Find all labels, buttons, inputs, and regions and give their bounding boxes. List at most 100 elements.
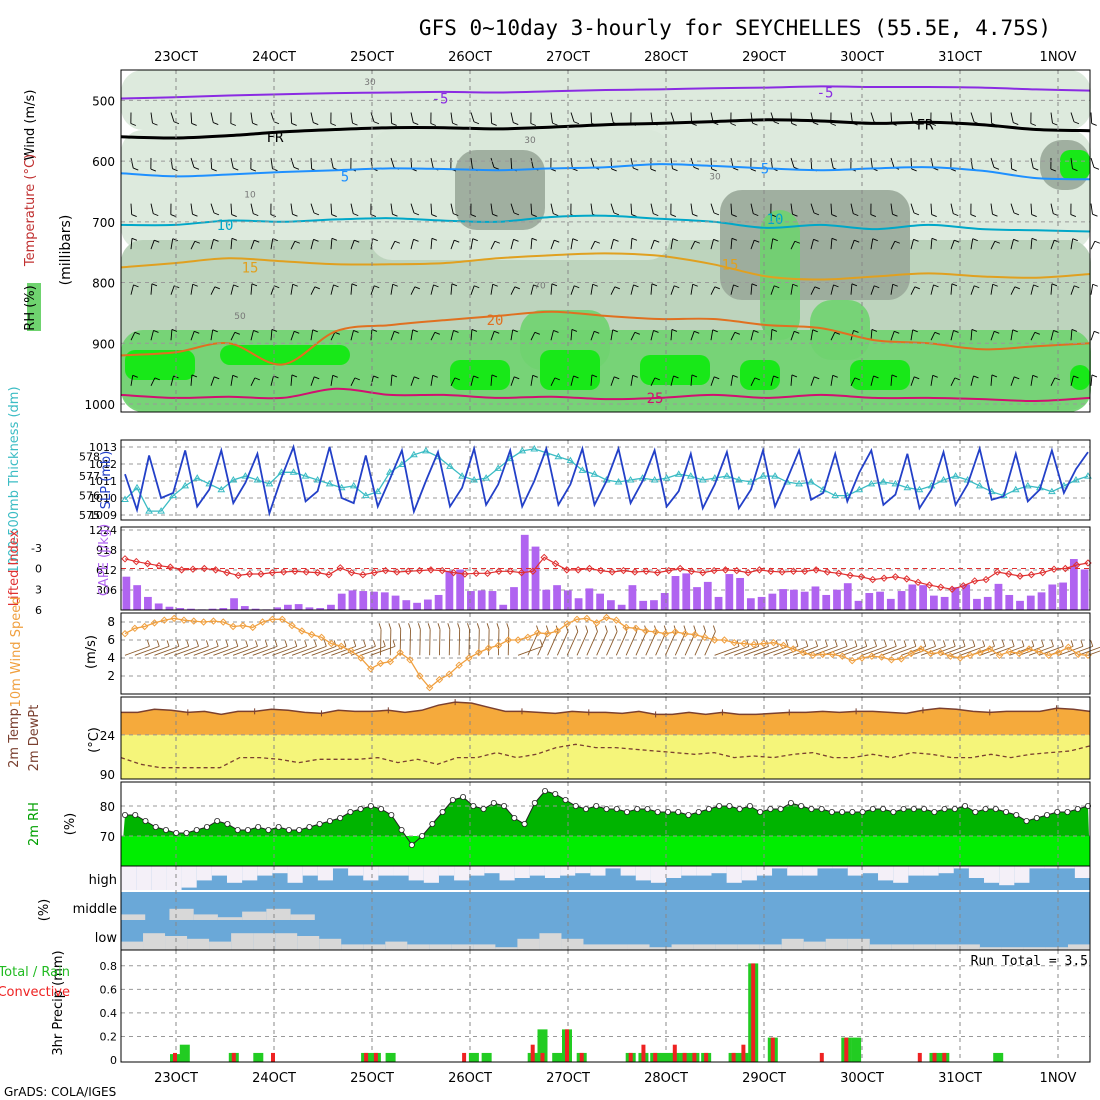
wind-barb [930, 238, 933, 250]
wind-barb-flag [892, 213, 898, 217]
time-axis-label-top: 23OCT [154, 50, 198, 65]
thickness-point [710, 474, 719, 481]
cloud-high-clear [1014, 866, 1030, 883]
wind-barb [790, 241, 796, 250]
wind-barb-flag [193, 166, 200, 170]
wind-barb-flag [773, 375, 779, 379]
wind-barb [650, 203, 654, 214]
cape-tick-label: 918 [96, 544, 117, 557]
cloud-high-clear [514, 866, 530, 878]
wind-barb [389, 629, 392, 656]
wind-barb [330, 157, 334, 169]
cloud-high-clear [681, 866, 697, 876]
wind-barb-flag [672, 238, 678, 242]
wind-speed-point [907, 649, 915, 658]
isotherm-label: 5 [341, 169, 349, 185]
lifted-index-point [789, 567, 798, 575]
precip-tick-label: 0.8 [100, 960, 118, 973]
rh-2m-point [398, 827, 405, 834]
wind-barb [210, 329, 214, 341]
thickness-point [157, 507, 165, 514]
wind-barb-flag [874, 640, 878, 647]
wind-barb [670, 112, 675, 122]
rh-2m-point [142, 818, 149, 825]
cape-bar [477, 590, 486, 610]
wind-barb-flag [427, 623, 431, 630]
wind-barb-flag [772, 238, 778, 242]
lifted-index-point [279, 568, 288, 576]
rh-2m-point [173, 830, 180, 837]
wind-barb [130, 157, 134, 169]
wind-barb-flag [171, 328, 178, 332]
lifted-index-point [653, 568, 662, 577]
wind-barb-flag [770, 214, 777, 218]
precip-tick-label: 0.4 [100, 1007, 118, 1020]
wind-barb-flag [1013, 122, 1019, 125]
precip-tick-label: 0 [110, 1054, 117, 1067]
time-axis-label-top: 24OCT [252, 50, 296, 65]
wind-barb [890, 241, 896, 250]
wind-barb [556, 631, 569, 656]
wind-barb-flag [194, 240, 200, 244]
wind-barb [291, 645, 317, 656]
wind-barb-flag [294, 240, 300, 244]
wind-barb-flag [532, 374, 538, 378]
wind-barb-flag [293, 166, 300, 170]
cape-bar [725, 574, 734, 610]
lifted-index-point [234, 571, 243, 580]
rh-2m-point [972, 809, 979, 816]
thickness-point [518, 446, 527, 454]
wind-barb-flag [653, 213, 659, 217]
wind-barb [1010, 203, 1015, 213]
wind-speed-point [632, 624, 640, 633]
wind-barb [1058, 645, 1084, 656]
wind-barb [1030, 284, 1034, 295]
cape-bar [973, 598, 981, 610]
rh-2m-point [716, 803, 723, 810]
cloud-high-clear [211, 866, 227, 876]
wind-barb-flag [331, 237, 338, 241]
wind-barb [190, 331, 195, 341]
wind-speed-point [131, 624, 139, 633]
wind-barb-flag [914, 376, 920, 380]
wind-barb [1070, 238, 1074, 250]
wind-barb-flag [270, 214, 277, 218]
wind-barb [130, 284, 134, 295]
wind-barb [871, 645, 897, 656]
wind-barb-flag [437, 623, 441, 630]
rh-shading-high [540, 350, 600, 390]
wind-barb-flag [252, 122, 258, 126]
wind-speed-point [779, 641, 788, 650]
lifted-index-point [631, 568, 639, 576]
cape-bar [951, 587, 960, 610]
time-axis-label-top: 30OCT [840, 50, 884, 65]
wind-barb [213, 645, 239, 656]
wind-barb-flag [454, 377, 460, 381]
thickness-point [867, 479, 876, 487]
cloud-high-clear [832, 866, 848, 869]
wind-barb-flag [235, 640, 239, 647]
cape-bar [467, 591, 475, 610]
wind-barb [310, 286, 316, 295]
wind-barb-flag [734, 331, 740, 335]
cloud-high-clear [666, 866, 682, 878]
isotherm-20 [120, 310, 1091, 366]
cloud-low-bar [671, 944, 694, 950]
wind-barb [190, 157, 195, 168]
cape-bar [380, 592, 389, 610]
wind-barb-flag [394, 240, 400, 244]
wind-speed-point [671, 628, 679, 636]
wind-barb-flag [414, 376, 420, 380]
wind-barb [321, 645, 347, 656]
wind-barb-flag [795, 640, 799, 647]
wind-barb [790, 331, 795, 341]
rh-2m-point [132, 812, 139, 819]
wind-barb [250, 203, 254, 214]
wind-barb-flag [893, 640, 897, 647]
wind-barb-flag [1033, 167, 1039, 171]
wind-speed-point [199, 618, 208, 626]
wind-barb-flag [132, 374, 138, 378]
wind-barb-flag [693, 166, 700, 170]
thickness-point [253, 476, 262, 483]
wind-barb [650, 377, 656, 386]
